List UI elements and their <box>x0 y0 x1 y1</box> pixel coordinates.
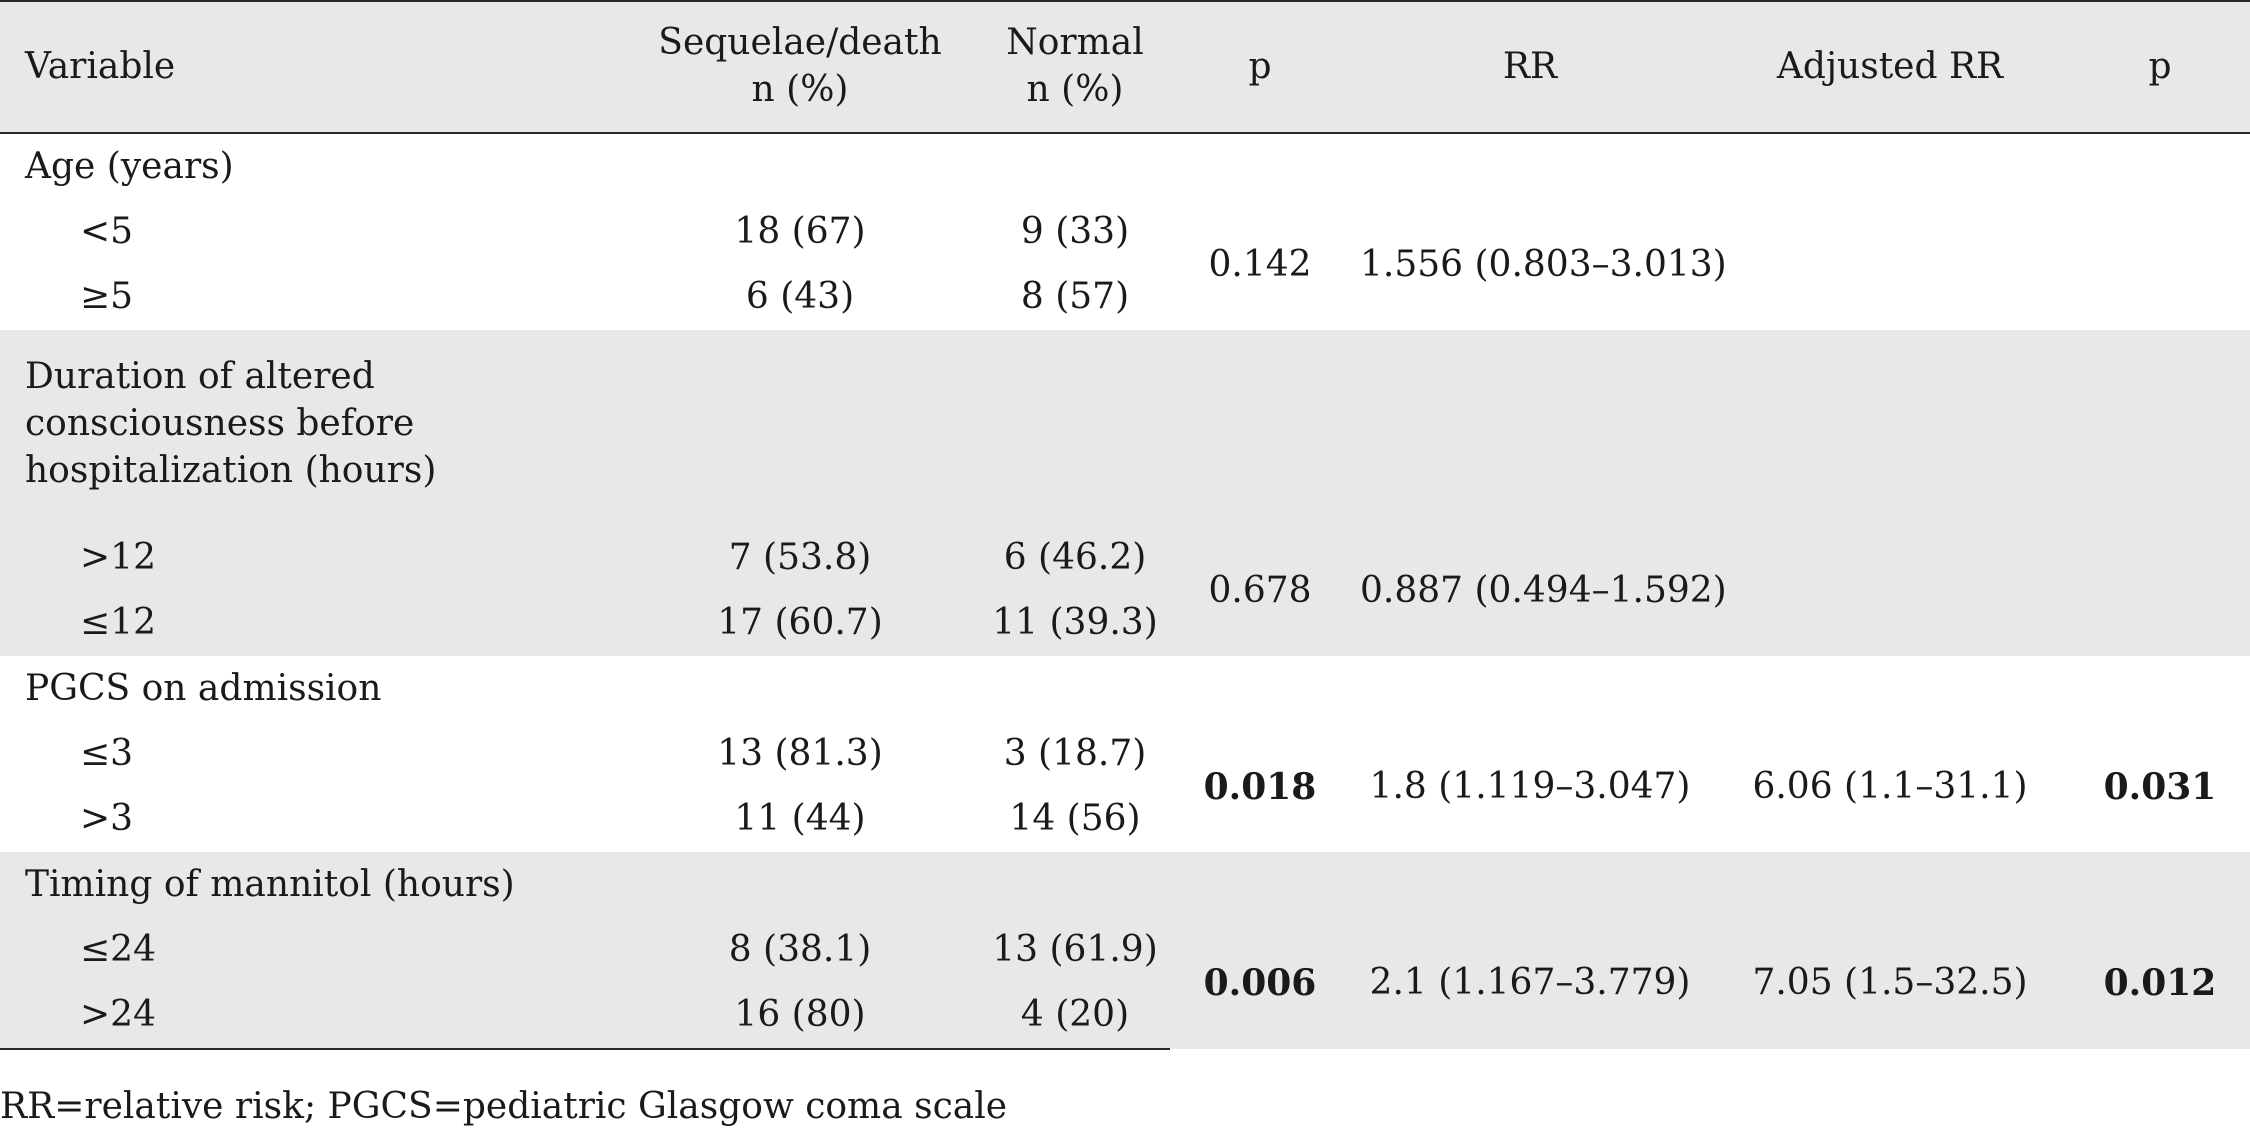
header-normal-title: Normal <box>1006 22 1144 64</box>
cell-sequelae: 13 (81.3) <box>717 733 883 775</box>
cell-rr: 1.556 (0.803–3.013) <box>1360 243 1727 285</box>
row-label: >3 <box>80 798 134 840</box>
group-label-age: Age (years) <box>25 145 234 187</box>
cell-p: 0.018 <box>1203 765 1317 808</box>
table-row: >12 7 (53.8) 6 (46.2) 0.678 0.887 (0.494… <box>0 526 2250 611</box>
cell-rr: 2.1 (1.167–3.779) <box>1369 962 1691 1004</box>
cell-normal: 6 (46.2) <box>1003 537 1147 579</box>
group-duration: Duration of altered consciousness before… <box>0 330 2250 656</box>
row-label: ≤24 <box>80 929 156 971</box>
group-label-duration: Duration of altered consciousness before… <box>25 356 437 491</box>
row-label: ≥5 <box>80 276 134 318</box>
cell-adjusted-rr: 6.06 (1.1–31.1) <box>1752 765 2028 807</box>
cell-sequelae: 7 (53.8) <box>728 537 872 579</box>
cell-adjusted-rr <box>1710 526 2070 656</box>
table-header: Variable Sequelae/death n (%) Normal n (… <box>0 0 2250 134</box>
row-label: <5 <box>80 211 134 253</box>
cell-sequelae: 16 (80) <box>620 983 980 1050</box>
results-table-container: Variable Sequelae/death n (%) Normal n (… <box>0 0 2250 1050</box>
cell-p: 0.678 <box>1208 569 1312 611</box>
cell-p-adjusted <box>2070 200 2250 330</box>
header-variable: Variable <box>0 0 620 134</box>
header-sequelae-title: Sequelae/death <box>658 22 942 64</box>
group-mannitol: Timing of mannitol (hours) ≤24 8 (38.1) … <box>0 852 2250 1050</box>
header-adjusted-rr: Adjusted RR <box>1710 0 2070 134</box>
cell-normal: 14 (56) <box>1009 798 1141 840</box>
group-title-row: Duration of altered consciousness before… <box>0 330 2250 526</box>
header-p: p <box>1170 0 1350 134</box>
group-age: Age (years) <5 18 (67) 9 (33) 0.142 1.55… <box>0 133 2250 330</box>
cell-adjusted-rr <box>1710 200 2070 330</box>
group-pgcs: PGCS on admission ≤3 13 (81.3) 3 (18.7) … <box>0 656 2250 852</box>
cell-normal: 4 (20) <box>980 983 1170 1050</box>
cell-normal: 9 (33) <box>1020 211 1130 253</box>
group-label-mannitol: Timing of mannitol (hours) <box>25 863 515 905</box>
cell-p-adjusted: 0.012 <box>2103 962 2217 1005</box>
cell-sequelae: 17 (60.7) <box>717 602 883 644</box>
header-sequelae-unit: n (%) <box>751 69 849 110</box>
cell-normal: 8 (57) <box>1020 276 1130 318</box>
row-label: ≤3 <box>80 733 134 775</box>
cell-p-adjusted <box>2070 526 2250 656</box>
cell-rr: 1.8 (1.119–3.047) <box>1369 765 1691 807</box>
row-label: ≤12 <box>80 602 156 644</box>
cell-rr: 0.887 (0.494–1.592) <box>1360 569 1727 611</box>
cell-sequelae: 8 (38.1) <box>728 929 872 971</box>
cell-sequelae: 6 (43) <box>745 276 855 318</box>
group-title-row: PGCS on admission <box>0 656 2250 722</box>
header-rr: RR <box>1350 0 1710 134</box>
table-row: ≤24 8 (38.1) 13 (61.9) 0.006 2.1 (1.167–… <box>0 918 2250 1004</box>
group-title-row: Timing of mannitol (hours) <box>0 852 2250 918</box>
table-row: <5 18 (67) 9 (33) 0.142 1.556 (0.803–3.0… <box>0 200 2250 285</box>
table-row: ≤3 13 (81.3) 3 (18.7) 0.018 1.8 (1.119–3… <box>0 722 2250 808</box>
group-label-pgcs: PGCS on admission <box>25 667 382 709</box>
cell-adjusted-rr: 7.05 (1.5–32.5) <box>1752 962 2028 1004</box>
cell-sequelae: 18 (67) <box>734 211 866 253</box>
cell-p: 0.006 <box>1203 962 1317 1005</box>
header-normal: Normal n (%) <box>980 0 1170 134</box>
header-sequelae: Sequelae/death n (%) <box>620 0 980 134</box>
header-p-adjusted: p <box>2070 0 2250 134</box>
table-footnote: RR=relative risk; PGCS=pediatric Glasgow… <box>0 1086 1008 1127</box>
header-normal-unit: n (%) <box>1026 69 1124 110</box>
cell-normal: 13 (61.9) <box>992 929 1158 971</box>
cell-normal: 11 (39.3) <box>992 602 1158 644</box>
group-title-row: Age (years) <box>0 133 2250 200</box>
group-label-cell: Duration of altered consciousness before… <box>0 330 2250 526</box>
row-label: >12 <box>80 537 156 579</box>
results-table: Variable Sequelae/death n (%) Normal n (… <box>0 0 2250 1050</box>
cell-p: 0.142 <box>1208 243 1312 285</box>
cell-sequelae: 11 (44) <box>734 798 866 840</box>
cell-p-adjusted: 0.031 <box>2103 765 2217 808</box>
header-row: Variable Sequelae/death n (%) Normal n (… <box>0 0 2250 134</box>
row-label: >24 <box>0 983 620 1050</box>
cell-normal: 3 (18.7) <box>1003 733 1147 775</box>
